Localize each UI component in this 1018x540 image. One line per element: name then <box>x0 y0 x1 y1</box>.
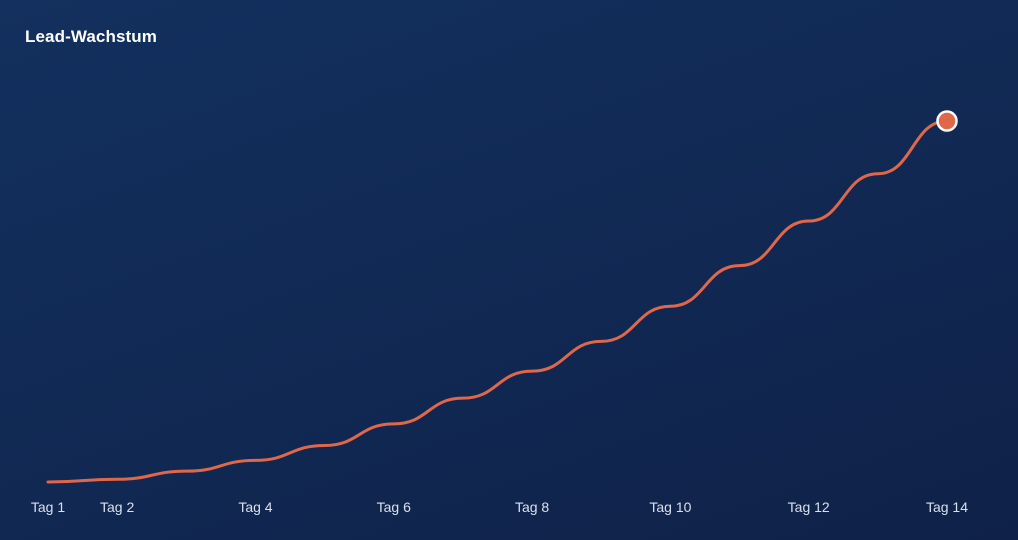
data-point-8 <box>530 369 534 373</box>
data-point-11 <box>738 264 742 268</box>
chart-title: Lead-Wachstum <box>25 27 157 46</box>
data-point-10 <box>668 304 672 308</box>
x-tick-label: Tag 2 <box>100 499 134 515</box>
data-point-6 <box>392 422 396 426</box>
data-point-9 <box>599 339 603 343</box>
x-tick-label: Tag 10 <box>649 499 691 515</box>
series-line <box>46 119 949 484</box>
x-tick-label: Tag 8 <box>515 499 549 515</box>
data-point-12 <box>807 219 811 223</box>
data-point-5 <box>323 443 327 447</box>
end-point-marker <box>936 110 958 132</box>
x-tick-label: Tag 12 <box>788 499 830 515</box>
x-tick-label: Tag 6 <box>377 499 411 515</box>
data-point-4 <box>253 458 257 462</box>
data-point-1 <box>46 480 50 484</box>
x-tick-label: Tag 14 <box>926 499 968 515</box>
data-point-7 <box>461 396 465 400</box>
data-point-3 <box>184 469 188 473</box>
x-tick-label: Tag 4 <box>238 499 272 515</box>
x-tick-label: Tag 1 <box>31 499 65 515</box>
data-point-13 <box>876 172 880 176</box>
data-point-2 <box>115 477 119 481</box>
